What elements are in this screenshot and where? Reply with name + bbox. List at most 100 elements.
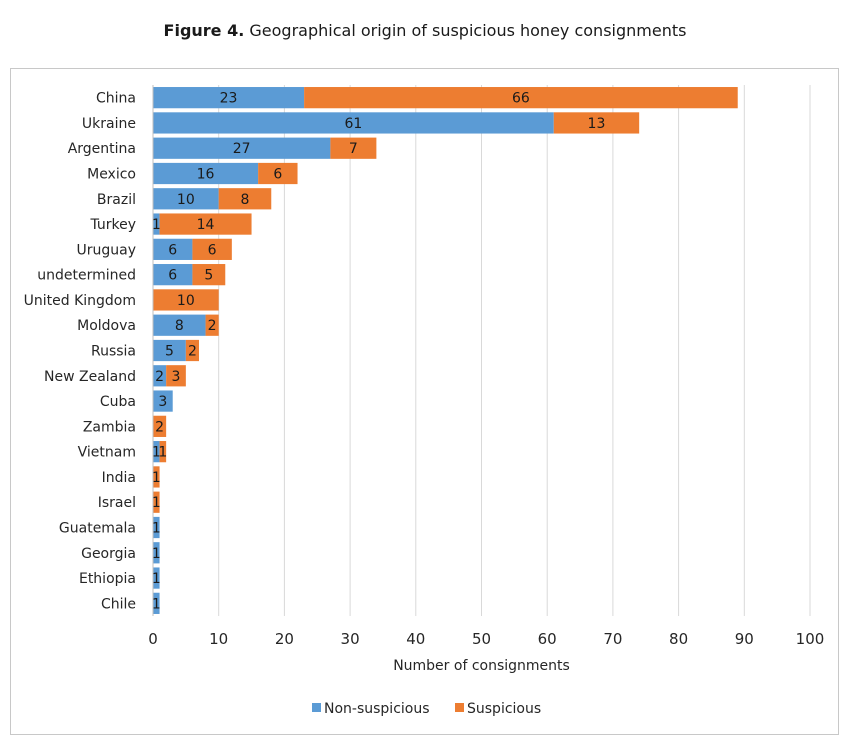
x-tick-label: 100 <box>796 630 825 648</box>
bar-segment <box>218 188 272 210</box>
data-label: 1 <box>152 521 161 537</box>
category-label: Chile <box>101 596 136 612</box>
data-label: 2 <box>208 318 217 334</box>
bar-segment <box>153 213 160 235</box>
data-label: 1 <box>152 445 161 461</box>
data-label: 6 <box>273 167 282 183</box>
data-label: 1 <box>152 217 161 233</box>
data-label: 1 <box>158 445 167 461</box>
bar-segment <box>153 516 160 539</box>
x-tick-label: 0 <box>148 630 158 648</box>
category-label: United Kingdom <box>24 293 136 309</box>
x-axis-title: Number of consignments <box>393 658 570 674</box>
category-label: Turkey <box>89 217 136 233</box>
legend-label: Non-suspicious <box>324 701 430 717</box>
data-label: 6 <box>208 242 217 258</box>
category-label: Moldova <box>77 318 136 334</box>
category-label: Brazil <box>97 192 136 208</box>
bar-segment <box>159 441 167 463</box>
data-label: 27 <box>233 141 251 157</box>
x-tick-label: 70 <box>603 630 622 648</box>
bar-segment <box>153 264 193 286</box>
legend-swatch <box>312 703 321 712</box>
bar-segment <box>192 238 232 260</box>
bar-segment <box>153 188 219 210</box>
x-tick-label: 50 <box>472 630 491 648</box>
bar-segment <box>153 415 167 437</box>
bar-segment <box>153 466 160 488</box>
figure-caption: Geographical origin of suspicious honey … <box>244 21 687 40</box>
data-label: 3 <box>158 394 167 410</box>
bar-segment <box>153 112 554 134</box>
bar-segment <box>153 491 160 513</box>
data-label: 13 <box>588 116 606 132</box>
data-label: 2 <box>155 369 164 385</box>
bar-segment <box>153 567 160 589</box>
data-label: 10 <box>177 293 195 309</box>
data-label: 1 <box>152 546 161 562</box>
bar-segment <box>166 365 186 387</box>
category-label: Russia <box>91 344 136 360</box>
x-tick-label: 30 <box>341 630 360 648</box>
category-label: Zambia <box>83 419 136 435</box>
data-label: 1 <box>152 571 161 587</box>
bar-segment <box>153 162 259 185</box>
figure-label: Figure 4. <box>163 21 245 40</box>
bar-segment <box>153 238 193 260</box>
data-label: 6 <box>168 242 177 258</box>
data-label: 8 <box>241 192 250 208</box>
category-label: Ukraine <box>82 116 136 132</box>
data-label: 3 <box>172 369 181 385</box>
bar-segment <box>153 137 331 159</box>
x-tick-label: 60 <box>538 630 557 648</box>
category-label: Uruguay <box>77 242 137 258</box>
category-label: New Zealand <box>44 369 136 385</box>
data-label: 7 <box>349 141 358 157</box>
category-label: Argentina <box>68 141 136 157</box>
category-label: Israel <box>98 495 136 511</box>
x-tick-label: 80 <box>669 630 688 648</box>
data-label: 61 <box>344 116 362 132</box>
data-label: 1 <box>152 495 161 511</box>
data-label: 1 <box>152 596 161 612</box>
bar-segment <box>153 542 160 564</box>
chart-frame <box>10 68 839 735</box>
category-label: Vietnam <box>78 445 136 461</box>
data-label: 23 <box>220 91 238 107</box>
data-label: 5 <box>165 344 174 360</box>
bar-segment <box>153 441 160 463</box>
x-tick-label: 20 <box>275 630 294 648</box>
data-label: 2 <box>155 419 164 435</box>
bar-segment <box>205 314 219 336</box>
bar-segment <box>330 137 377 159</box>
data-label: 14 <box>197 217 215 233</box>
bar-segment <box>153 87 305 109</box>
data-label: 8 <box>175 318 184 334</box>
x-tick-label: 40 <box>406 630 425 648</box>
data-label: 66 <box>512 91 530 107</box>
bar-segment <box>153 592 160 614</box>
bar-segment <box>153 314 206 336</box>
bar-segment <box>153 339 186 362</box>
data-label: 10 <box>177 192 195 208</box>
figure-title: Figure 4. Geographical origin of suspici… <box>0 21 850 40</box>
legend-swatch <box>455 703 464 712</box>
x-tick-label: 90 <box>735 630 754 648</box>
data-label: 1 <box>152 470 161 486</box>
bar-segment <box>553 112 640 134</box>
bar-segment <box>153 365 167 387</box>
data-label: 5 <box>204 268 213 284</box>
data-label: 2 <box>188 344 197 360</box>
category-label: Mexico <box>87 167 136 183</box>
category-label: Georgia <box>81 546 136 562</box>
x-tick-label: 10 <box>209 630 228 648</box>
bar-segment <box>185 339 199 362</box>
bar-segment <box>153 390 173 412</box>
category-label: India <box>102 470 136 486</box>
data-label: 16 <box>197 167 215 183</box>
bar-segment <box>153 289 219 311</box>
data-label: 6 <box>168 268 177 284</box>
category-label: Guatemala <box>59 521 136 537</box>
category-label: China <box>96 91 136 107</box>
